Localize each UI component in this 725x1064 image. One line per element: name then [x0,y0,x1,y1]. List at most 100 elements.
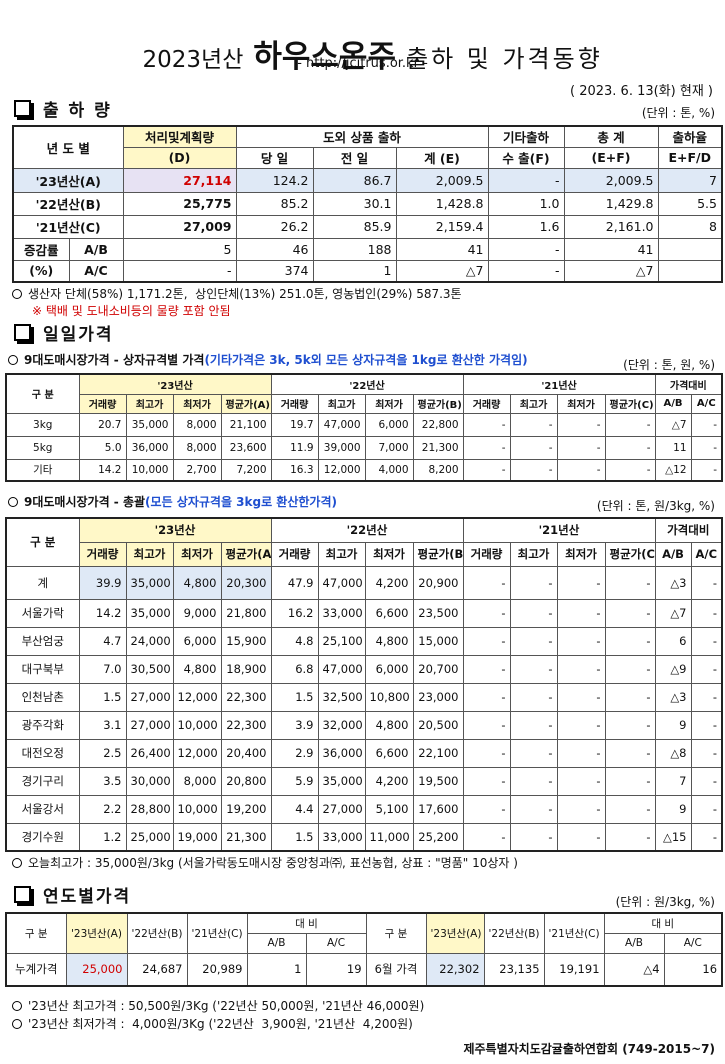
table-cell: 33,000 [317,598,366,628]
header-cell: 거래량 [270,393,319,414]
table-cell: 부산엄궁 [5,626,80,656]
header-cell: '23년산 [78,373,272,395]
subtitle: 9대도매시장가격 - 상자규격별 가격 (기타가격은 3k, 5k외 모든 상자규… [8,351,528,368]
header-cell: 가격대비 [654,517,723,543]
unit: (단위 : 톤, 원/3kg, %) [596,499,715,513]
table-cell: 5,100 [364,794,414,824]
table-cell: 10,800 [364,682,414,712]
header-cell: 최고가 [509,393,558,414]
table-cell: - [509,822,558,852]
table-cell: 12,000 [172,682,222,712]
table-cell: 16 [663,952,723,987]
table-cell: 11 [654,435,692,460]
table-cell: 대전오정 [5,738,80,768]
table-cell: 20,900 [412,565,464,600]
table-cell: 7 [654,766,692,796]
table-cell: 1 [246,952,307,987]
header-cell: A/B [654,393,692,414]
unit: (단위 : 톤, %) [641,106,715,120]
table-cell: - [604,822,656,852]
table-cell: - [556,458,606,482]
table-cell: 4,200 [364,565,414,600]
table-cell: △12 [654,458,692,482]
note-text: 오늘최고가 : 35,000원/3kg (서울가락동도매시장 중앙청과㈜, 표선… [28,856,518,870]
table-cell: - [556,794,606,824]
table-row: 서울가락 14.2 35,000 9,000 21,800 16.2 33,000 6,600… [5,598,723,628]
table-cell: 2,159.4 [395,214,489,239]
table-cell: 20,700 [412,654,464,684]
header-cell: A/B [246,932,307,954]
table-cell: 35,000 [125,412,174,437]
table-cell: - [604,626,656,656]
table-cell: 인천남촌 [5,682,80,712]
header-cell: 당 일 [235,146,314,169]
table-cell: 374 [235,259,314,283]
table-cell: 188 [312,237,397,261]
table-cell: - [509,626,558,656]
table-cell: '23년산(A) [12,167,124,193]
table-row: 년 도 별 처리및계획량 도외 상품 출하 기타출하 총 계 출하율 [12,125,723,169]
table-cell: 12,000 [317,458,366,482]
table-cell: 15,000 [412,626,464,656]
table-cell: - [462,435,511,460]
header-cell: 계 (E) [395,146,489,169]
table-row: 인천남촌 1.5 27,000 12,000 22,300 1.5 32,500 10,800… [5,682,723,712]
table-cell: 계 [5,565,80,600]
table-cell: 21,300 [220,822,272,852]
title-year: 2023년산 [142,47,244,73]
table-cell: 20,300 [220,565,272,600]
table-cell: 광주각화 [5,710,80,740]
table-row: 구 분 '23년산 '22년산 '21년산 가격대비 [5,517,723,567]
header-cell: 기타출하 [487,125,565,148]
table-cell: 8 [657,214,723,239]
header-cell: 평균가(C) [604,541,656,567]
table-cell: 5.5 [657,191,723,216]
bullet [8,496,18,507]
table-cell: 20.7 [78,412,127,437]
table-cell: 41 [563,237,659,261]
table-cell: 12,000 [172,738,222,768]
url: - http://jcitrus.or.kr - [297,56,428,71]
table-cell: 4,800 [364,626,414,656]
table-cell: - [604,738,656,768]
section-title: 연도별가격 [14,882,131,907]
header-cell: '21년산 [462,373,656,395]
header-cell: 도외 상품 출하 [235,125,489,148]
table-cell: 25,100 [317,626,366,656]
table-cell: 30.1 [312,191,397,216]
table-cell: 36,000 [125,435,174,460]
table-cell: 22,100 [412,738,464,768]
table-cell: 25,200 [412,822,464,852]
note: 오늘최고가 : 35,000원/3kg (서울가락동도매시장 중앙청과㈜, 표선… [12,854,518,871]
table-cell: 11,000 [364,822,414,852]
table-cell: - [462,412,511,437]
title-main: 하우스온주 [253,39,396,75]
header-cell: 최저가 [172,393,222,414]
bullet [8,354,18,365]
table-cell: 1.2 [78,822,127,852]
header-cell: 평균가(B) [412,393,464,414]
table-cell: '22년산(B) [12,191,124,216]
table-cell: 11.9 [270,435,319,460]
table-cell: - [487,259,565,283]
table-cell: 10,000 [125,458,174,482]
table-cell: 9 [654,794,692,824]
table-cell: 5 [122,237,237,261]
table-cell: 19.7 [270,412,319,437]
table-cell: 21,800 [220,598,272,628]
table-cell: 4.4 [270,794,319,824]
table-cell: - [462,822,511,852]
table-cell: 3.9 [270,710,319,740]
table-cell: 20,800 [220,766,272,796]
table-cell: - [556,822,606,852]
subtitle-note: (모든 상자규격을 3kg로 환산한가격) [145,495,337,509]
table-cell: 47,000 [317,654,366,684]
header-cell: 구 분 [5,912,67,954]
section-title-text: 일일가격 [43,325,114,345]
header-cell: 최저가 [556,393,606,414]
table-cell: 24,000 [125,626,174,656]
table-row: '23년산(A) 27,114 124.2 86.7 2,009.5-2,009.5 7 [12,167,723,193]
header-cell: 최고가 [509,541,558,567]
header-cell: 거래량 [270,541,319,567]
